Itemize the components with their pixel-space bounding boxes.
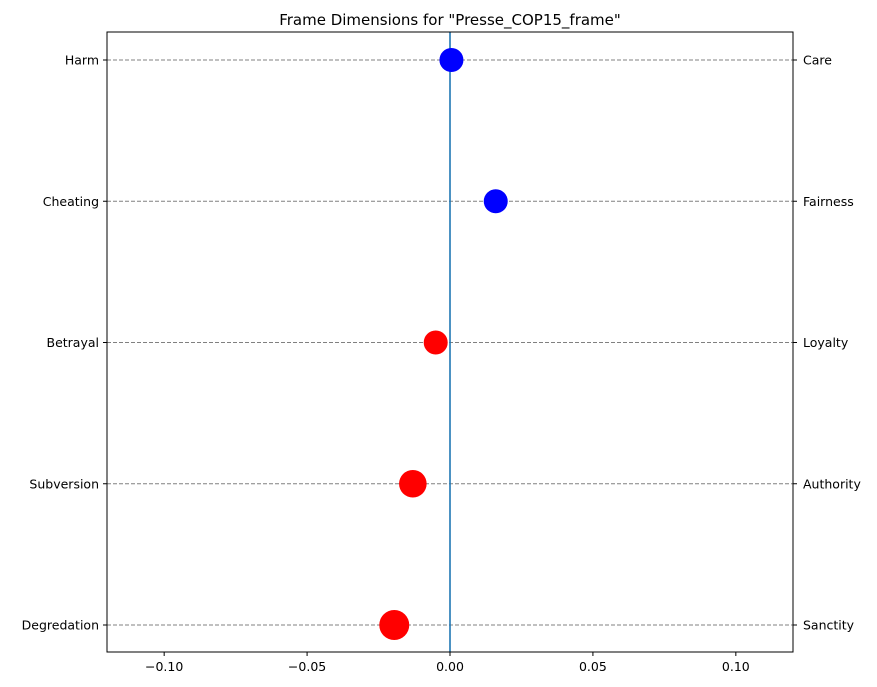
data-point-authority xyxy=(399,469,427,498)
x-tick-label: 0.05 xyxy=(579,659,607,674)
right-axis-label: Care xyxy=(803,53,832,68)
right-axis-label: Fairness xyxy=(803,194,854,209)
labels-layer: Harm Care Cheating Fairness Betrayal Loyalty S… xyxy=(22,53,862,675)
data-point-sanctity xyxy=(379,610,410,640)
x-tick-label: 0.00 xyxy=(436,659,464,674)
data-point-care xyxy=(439,48,464,72)
data-point-fairness xyxy=(483,189,508,214)
data-point-loyalty xyxy=(423,330,448,355)
left-axis-label: Harm xyxy=(65,53,99,68)
left-axis-label: Betrayal xyxy=(47,335,100,350)
right-axis-label: Loyalty xyxy=(803,335,849,350)
left-axis-label: Subversion xyxy=(29,476,99,491)
right-axis-label: Authority xyxy=(803,476,861,491)
plot-frame xyxy=(106,31,794,653)
left-axis-label: Cheating xyxy=(43,194,99,209)
x-tick-label: −0.10 xyxy=(145,659,183,674)
x-tick-label: 0.10 xyxy=(722,659,750,674)
points-layer xyxy=(379,48,508,640)
chart-title: Frame Dimensions for "Presse_COP15_frame… xyxy=(279,11,621,30)
left-axis-label: Degredation xyxy=(22,618,99,633)
right-axis-label: Sanctity xyxy=(803,618,855,633)
x-tick-label: −0.05 xyxy=(288,659,326,674)
